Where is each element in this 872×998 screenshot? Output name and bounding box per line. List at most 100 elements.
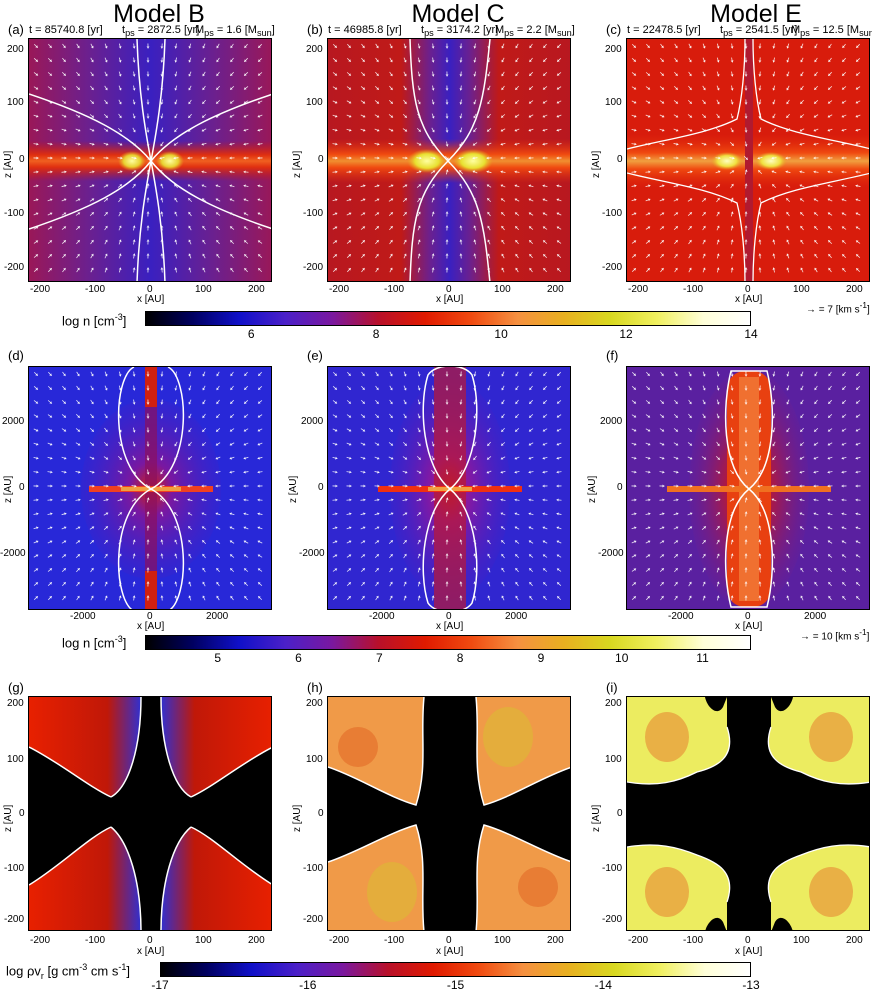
xtick: 0 — [745, 935, 751, 946]
xtick: -100 — [384, 284, 405, 295]
x-axis-label: x [AU] — [137, 621, 165, 632]
xtick: 0 — [446, 611, 452, 622]
y-axis-label: z [AU] — [3, 475, 14, 503]
time-b: t = 46985.8 [yr] — [328, 24, 402, 36]
y-axis-label: z [AU] — [288, 475, 299, 503]
y-axis-label: z [AU] — [591, 150, 602, 178]
ytick: 0 — [617, 482, 623, 493]
xtick: 0 — [147, 935, 153, 946]
xtick: -100 — [85, 284, 106, 295]
xtick: -100 — [683, 284, 704, 295]
xtick: 0 — [446, 935, 452, 946]
ytick: 200 — [306, 44, 323, 55]
colorbar-tick: -16 — [299, 978, 317, 992]
ytick: -200 — [303, 914, 324, 925]
ytick: -100 — [303, 208, 324, 219]
ytick: 200 — [306, 698, 323, 709]
mps-a: Mps = 1.6 [Msun] — [195, 24, 275, 39]
xtick: 200 — [846, 284, 863, 295]
ytick: -2000 — [299, 548, 325, 559]
colorbar-tick: 14 — [744, 327, 758, 341]
xtick: 0 — [745, 611, 751, 622]
xtick: 200 — [248, 284, 265, 295]
colorbar-tick: 12 — [619, 327, 633, 341]
colorbar-tick: -17 — [151, 978, 169, 992]
colorbar-tick: -14 — [594, 978, 612, 992]
y-axis-label: z [AU] — [292, 150, 303, 178]
arrow-scale-legend-row1: → = 7 [km s-1] — [806, 300, 870, 316]
momentum-map-model-e — [626, 696, 870, 931]
ytick: -200 — [4, 914, 25, 925]
x-axis-label: x [AU] — [436, 294, 464, 305]
xtick: 200 — [547, 935, 564, 946]
ytick: -2000 — [598, 548, 624, 559]
ytick: -100 — [602, 208, 623, 219]
xtick: -2000 — [70, 611, 96, 622]
colorbar-row1 — [145, 311, 751, 326]
colorbar-tick: 6 — [295, 651, 302, 665]
ytick: 100 — [306, 97, 323, 108]
ytick: -200 — [303, 262, 324, 273]
colorbar-tick: 9 — [537, 651, 545, 665]
ytick: 100 — [306, 754, 323, 765]
xtick: 100 — [494, 935, 511, 946]
x-axis-label: x [AU] — [436, 946, 464, 957]
ytick: -100 — [4, 208, 25, 219]
xtick: 100 — [793, 284, 810, 295]
xtick: 200 — [248, 935, 265, 946]
ytick: 100 — [7, 754, 24, 765]
ytick: 0 — [19, 808, 25, 819]
ytick: 100 — [7, 97, 24, 108]
density-map-model-c-large — [327, 366, 571, 610]
x-axis-label: x [AU] — [436, 621, 464, 632]
panel-label-e: (e) — [307, 348, 323, 363]
panel-label-b: (b) — [307, 22, 323, 37]
xtick: 0 — [745, 284, 751, 295]
ytick: 0 — [318, 482, 324, 493]
density-map-model-b-large — [28, 366, 272, 610]
y-axis-label: z [AU] — [3, 804, 14, 832]
y-axis-label: z [AU] — [292, 804, 303, 832]
xtick: -200 — [30, 284, 51, 295]
ytick: 0 — [617, 154, 623, 165]
ytick: 0 — [318, 808, 324, 819]
y-axis-label: z [AU] — [587, 475, 598, 503]
ytick: 100 — [605, 754, 622, 765]
density-map-model-e-small — [626, 38, 870, 282]
ytick: 0 — [19, 154, 25, 165]
ytick: 0 — [318, 154, 324, 165]
colorbar-tick: 10 — [494, 327, 508, 341]
ytick: 2000 — [2, 416, 25, 427]
x-axis-label: x [AU] — [137, 946, 165, 957]
panel-label-c: (c) — [606, 22, 622, 37]
xtick: 0 — [147, 284, 153, 295]
panel-label-h: (h) — [307, 680, 323, 695]
colorbar-tick: 8 — [372, 327, 380, 341]
y-axis-label: z [AU] — [591, 804, 602, 832]
panel-label-g: (g) — [8, 680, 24, 695]
x-axis-label: x [AU] — [735, 294, 763, 305]
ytick: 200 — [605, 44, 622, 55]
xtick: -200 — [30, 935, 51, 946]
ytick: -2000 — [0, 548, 26, 559]
density-map-model-c-small — [327, 38, 571, 282]
tps-b: tps = 3174.2 [yr] — [421, 24, 499, 39]
tps-a: tps = 2872.5 [yr] — [122, 24, 200, 39]
ytick: -100 — [4, 863, 25, 874]
arrow-scale-legend-row2: → = 10 [km s-1] — [800, 627, 870, 643]
xtick: 100 — [195, 935, 212, 946]
xtick: -200 — [628, 284, 649, 295]
xtick: 200 — [547, 284, 564, 295]
colorbar-tick: 8 — [456, 651, 464, 665]
xtick: 2000 — [804, 611, 827, 622]
colorbar-row2 — [145, 635, 751, 650]
y-axis-label: z [AU] — [3, 150, 14, 178]
xtick: 2000 — [505, 611, 528, 622]
xtick: 0 — [147, 611, 153, 622]
panel-label-d: (d) — [8, 348, 24, 363]
time-a: t = 85740.8 [yr] — [29, 24, 103, 36]
ytick: -200 — [4, 262, 25, 273]
density-map-model-e-large — [626, 366, 870, 610]
xtick: 2000 — [206, 611, 229, 622]
xtick: -200 — [628, 935, 649, 946]
